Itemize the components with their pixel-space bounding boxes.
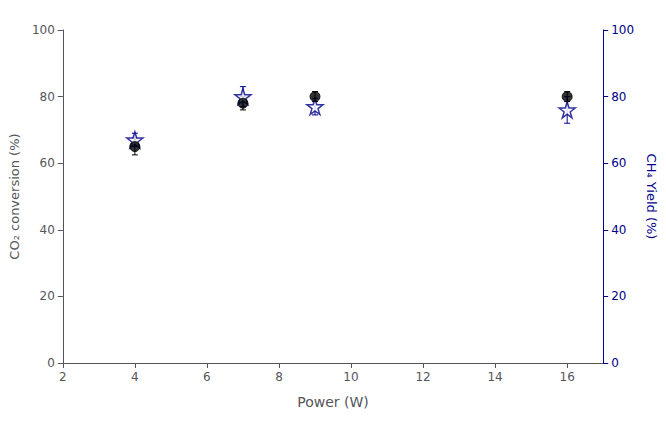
svg-text:80: 80 xyxy=(611,90,626,104)
svg-text:100: 100 xyxy=(611,23,634,37)
svg-text:80: 80 xyxy=(40,90,55,104)
svg-text:20: 20 xyxy=(611,289,626,303)
svg-text:100: 100 xyxy=(32,23,55,37)
svg-text:8: 8 xyxy=(275,370,283,384)
svg-text:2: 2 xyxy=(59,370,67,384)
svg-text:14: 14 xyxy=(487,370,502,384)
svg-text:60: 60 xyxy=(40,156,55,170)
svg-text:12: 12 xyxy=(415,370,430,384)
svg-text:CO₂ conversion (%): CO₂ conversion (%) xyxy=(7,133,22,259)
svg-text:40: 40 xyxy=(611,223,626,237)
svg-text:10: 10 xyxy=(343,370,358,384)
svg-text:40: 40 xyxy=(40,223,55,237)
svg-text:20: 20 xyxy=(40,289,55,303)
svg-text:0: 0 xyxy=(47,356,55,370)
svg-text:6: 6 xyxy=(203,370,211,384)
svg-text:CH₄ Yield (%): CH₄ Yield (%) xyxy=(644,154,659,240)
svg-text:0: 0 xyxy=(611,356,619,370)
svg-text:16: 16 xyxy=(560,370,575,384)
svg-text:4: 4 xyxy=(131,370,139,384)
svg-text:60: 60 xyxy=(611,156,626,170)
svg-text:Power (W): Power (W) xyxy=(297,394,369,410)
